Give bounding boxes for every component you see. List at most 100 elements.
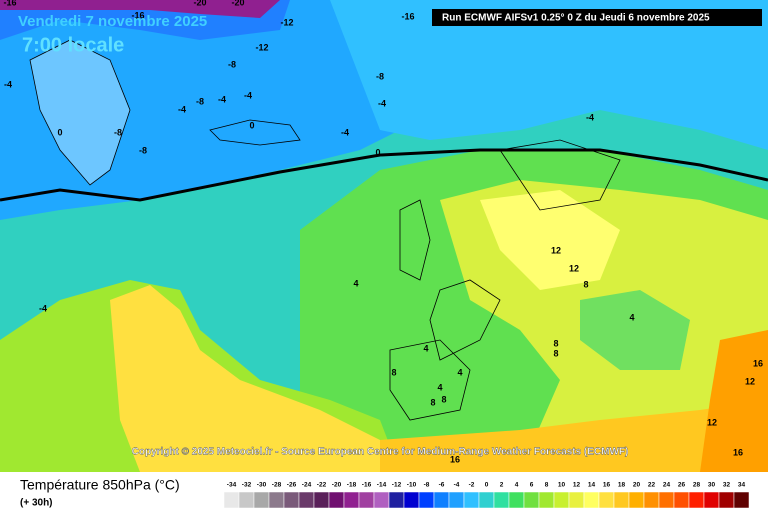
colorbar-swatch xyxy=(568,491,585,509)
contour-label: 8 xyxy=(441,394,446,404)
colorbar-tick-label: 6 xyxy=(530,482,534,489)
map-background xyxy=(0,0,768,472)
colorbar-tick-label: -6 xyxy=(439,482,445,489)
colorbar-tick-label: -8 xyxy=(424,482,430,489)
colorbar-tick-label: -14 xyxy=(377,482,387,489)
colorbar-tick-label: 26 xyxy=(678,482,686,489)
colorbar-tick-label: -18 xyxy=(347,482,357,489)
colorbar-tick-label: 20 xyxy=(633,482,641,489)
contour-label: -16 xyxy=(3,0,16,7)
contour-label: -8 xyxy=(139,145,147,155)
colorbar-swatch xyxy=(463,491,480,509)
contour-label: -20 xyxy=(193,0,206,7)
contour-label: 8 xyxy=(553,348,558,358)
colorbar-tick-label: -26 xyxy=(287,482,297,489)
colorbar-swatch xyxy=(448,491,465,509)
colorbar-tick-label: -20 xyxy=(332,482,342,489)
colorbar-swatch xyxy=(613,491,630,509)
date: Vendredi 7 novembre 2025 xyxy=(18,13,207,30)
colorbar-swatch xyxy=(508,491,525,509)
colorbar-swatch xyxy=(643,491,660,509)
contour-label: 0 xyxy=(57,127,62,137)
contour-label: -4 xyxy=(341,127,349,137)
contour-labels: -16 -20 -20 -16 -12 -16 -12 -8 -8 -4 -4 -4 -8 -4 -4 -8 0… xyxy=(3,0,763,464)
colorbar-tick-label: -2 xyxy=(469,482,475,489)
colorbar-tick-label: 0 xyxy=(485,482,489,489)
colorbar-swatch xyxy=(583,491,600,509)
contour-label: 8 xyxy=(391,367,396,377)
colorbar-tick-label: 12 xyxy=(573,482,581,489)
colorbar-tick-label: 16 xyxy=(603,482,611,489)
colorbar-tick-label: 8 xyxy=(545,482,549,489)
colorbar-swatch xyxy=(313,491,330,509)
colorbar-tick-label: -16 xyxy=(362,482,372,489)
contour-label: -16 xyxy=(131,10,144,20)
colorbar-swatch xyxy=(238,491,255,509)
colorbar-swatch xyxy=(373,491,390,509)
contour-label: -4 xyxy=(586,112,594,122)
contour-label: 12 xyxy=(745,376,755,386)
contour-label: 16 xyxy=(733,447,743,457)
contour-label: -8 xyxy=(228,59,236,69)
colorbar-swatch xyxy=(388,491,405,509)
colorbar-tick-label: 2 xyxy=(500,482,504,489)
colorbar-swatch xyxy=(493,491,510,509)
contour-label: -12 xyxy=(280,17,293,27)
colorbar-swatch xyxy=(538,491,555,509)
contour-label: -4 xyxy=(39,303,47,313)
colorbar-swatch xyxy=(268,491,285,509)
colorbar-tick-label: -12 xyxy=(392,482,402,489)
run: Run ECMWF AIFSv1 0.25° 0 Z du Jeudi 6 no… xyxy=(442,13,710,24)
colorbar-tick-label: 22 xyxy=(648,482,656,489)
contour-label: 16 xyxy=(753,358,763,368)
colorbar-swatch xyxy=(343,491,360,509)
colorbar-tick-label: 4 xyxy=(515,482,519,489)
colorbar-tick-label: -30 xyxy=(257,482,267,489)
colorbar-swatch xyxy=(688,491,705,509)
contour-label: 8 xyxy=(553,338,558,348)
colorbar-swatch xyxy=(298,491,315,509)
contour-label: 0 xyxy=(249,120,254,130)
time: 7:00 locale xyxy=(22,34,124,56)
contour-label: -20 xyxy=(231,0,244,7)
colorbar-swatch xyxy=(523,491,540,509)
colorbar-swatch xyxy=(358,491,375,509)
colorbar-tick-label: 14 xyxy=(588,482,596,489)
contour-label: -4 xyxy=(4,79,12,89)
contour-label: -4 xyxy=(178,104,186,114)
contour-label: 8 xyxy=(430,397,435,407)
contour-label: -12 xyxy=(255,42,268,52)
copyright: Copyright © 2025 Meteociel.fr - Source E… xyxy=(132,447,629,458)
colorbar-swatch xyxy=(253,491,270,509)
contour-label: 12 xyxy=(707,417,717,427)
colorbar-tick-label: 34 xyxy=(738,482,746,489)
colorbar-swatch xyxy=(598,491,615,509)
legend-title: Température 850hPa (°C) xyxy=(20,477,180,493)
legend-subtitle: (+ 30h) xyxy=(20,498,53,509)
colorbar-tick-label: -4 xyxy=(454,482,460,489)
contour-label: 4 xyxy=(457,367,462,377)
run-box xyxy=(432,9,762,26)
contour-label: -4 xyxy=(218,94,226,104)
colorbar-swatch xyxy=(733,491,750,509)
contour-label: 0 xyxy=(375,147,380,157)
colorbar-swatch xyxy=(418,491,435,509)
colorbar-tick-label: -32 xyxy=(242,482,252,489)
contour-label: 4 xyxy=(437,382,442,392)
colorbar-tick-label: -22 xyxy=(317,482,327,489)
colorbar-swatch xyxy=(283,491,300,509)
colorbar-tick-label: -34 xyxy=(227,482,237,489)
contour-label: 12 xyxy=(569,263,579,273)
colorbar-swatch xyxy=(403,491,420,509)
contour-label: -4 xyxy=(378,98,386,108)
contour-label: 4 xyxy=(629,312,634,322)
contour-label: -8 xyxy=(114,127,122,137)
colorbar-tick-label: 10 xyxy=(558,482,566,489)
colorbar-swatch xyxy=(673,491,690,509)
colorbar-tick-label: 30 xyxy=(708,482,716,489)
colorbar: -34 -32 -30 -28 -26 -24 -22 -20 -18 -16 -14 -12 -10-… xyxy=(223,482,750,509)
contour-label: -16 xyxy=(401,11,414,21)
contour-label: 12 xyxy=(551,245,561,255)
